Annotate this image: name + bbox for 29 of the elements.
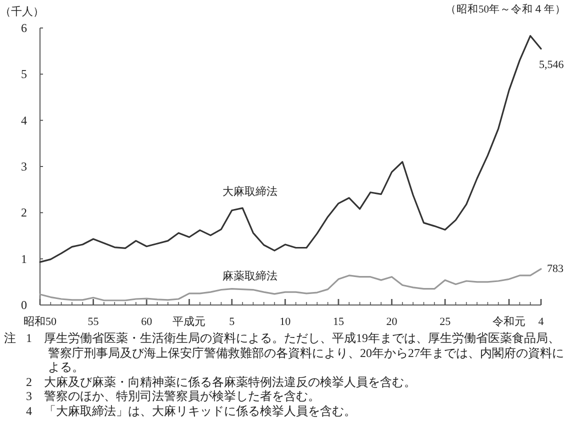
annotation: 783	[547, 262, 564, 275]
series-label: 大麻取締法	[222, 184, 278, 198]
x-tick-label: 20	[386, 316, 398, 328]
y-tick-label: 5	[21, 67, 27, 82]
x-tick-label: 25	[440, 316, 452, 328]
text: 4 「大麻取締法」は、大麻リキッドに係る検挙人員を含む。	[25, 404, 357, 418]
text: 2 大麻及び麻薬・向精神薬に係る各麻薬特例法違反の検挙人員を含む。	[25, 374, 417, 389]
y-tick-label: 4	[21, 113, 27, 128]
text: 1 厚生労働省医薬・生活衛生局の資料による。ただし、平成19年までは、厚生労働省医薬食品局、警察庁刑事局及び海上保安庁警備救難部の各資料により、20年から27年までは、内閣府の資料による。	[26, 331, 564, 374]
text: 3 警察のほか、特別司法警察員が検挙した者を含む。	[25, 389, 321, 404]
x-tick-label: 4	[538, 316, 544, 328]
y-axis-title: （千人）	[0, 5, 44, 18]
y-tick-label: 2	[21, 206, 27, 220]
y-tick-label: 1	[21, 252, 27, 266]
x-tick-label: 60	[141, 316, 153, 328]
x-tick-label: 55	[88, 316, 100, 328]
x-tick-label: 令和元	[492, 315, 526, 328]
series-label: 麻薬取締法	[222, 269, 278, 282]
x-tick-label: 15	[332, 316, 344, 328]
x-tick-label: 10	[280, 316, 292, 328]
text: 注	[4, 331, 16, 346]
y-tick-label: 0	[21, 298, 27, 312]
chart-subtitle: （昭和50年～令和４年）	[446, 2, 566, 16]
y-tick-label: 6	[21, 21, 27, 35]
x-tick-label: 昭和50	[24, 315, 57, 328]
x-tick-label: 5	[229, 316, 236, 328]
x-tick-label: 平成元	[172, 315, 206, 328]
annotation: 5,546	[539, 58, 564, 71]
y-tick-label: 3	[21, 160, 27, 174]
